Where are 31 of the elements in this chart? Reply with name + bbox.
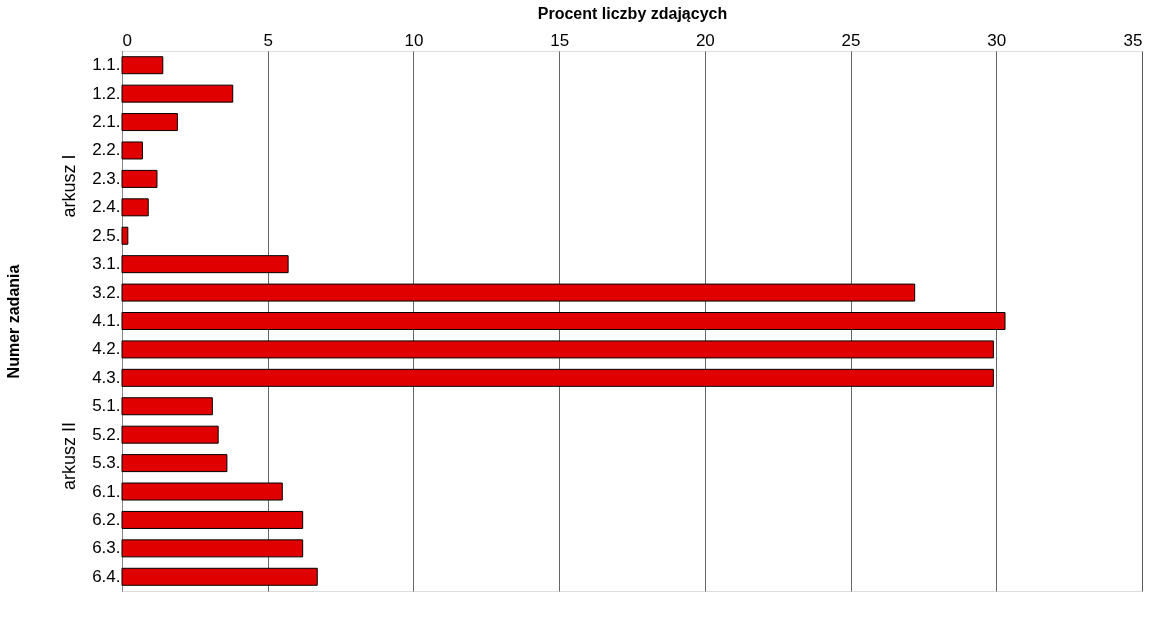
y-tick-label: 6.3. bbox=[92, 538, 121, 558]
y-tick-label: 6.1. bbox=[92, 481, 121, 501]
y-tick-label: 1.2. bbox=[92, 83, 121, 103]
y-tick-label: 6.4. bbox=[92, 566, 121, 586]
y-tick-label: 3.1. bbox=[92, 254, 121, 274]
y-tick-label: 4.3. bbox=[92, 367, 121, 387]
y-tick-label: 5.1. bbox=[92, 396, 121, 416]
x-axis-title: Procent liczby zdających bbox=[537, 4, 728, 22]
y-tick-label: 2.1. bbox=[92, 112, 121, 132]
y-tick-label: 1.1. bbox=[92, 55, 121, 75]
y-tick-label: 4.1. bbox=[92, 311, 121, 330]
y-tick-label: 2.2. bbox=[92, 140, 121, 160]
x-tick-label: 15 bbox=[550, 30, 570, 50]
x-tick-label: 30 bbox=[987, 30, 1007, 50]
x-tick-label: 20 bbox=[695, 30, 715, 50]
y-tick-label: 4.2. bbox=[92, 339, 121, 359]
y-tick-label: 2.5. bbox=[92, 225, 121, 245]
x-tick-label: 5 bbox=[263, 30, 273, 50]
x-tick-label: 10 bbox=[404, 30, 424, 50]
y-tick-label: 2.3. bbox=[92, 168, 121, 188]
y-tick-label: 2.4. bbox=[92, 197, 121, 217]
y-axis-title: Numer zadania bbox=[5, 264, 23, 379]
x-tick-label: 35 bbox=[1123, 30, 1143, 50]
y-tick-label: 6.2. bbox=[92, 509, 121, 529]
text: arkusz II bbox=[59, 421, 79, 491]
x-tick-label: 0 bbox=[122, 30, 132, 50]
y-tick-label: 5.3. bbox=[92, 453, 121, 473]
y-tick-label: 3.2. bbox=[92, 282, 121, 302]
y-tick-label: 5.2. bbox=[92, 424, 121, 444]
x-tick-label: 25 bbox=[841, 30, 861, 50]
text: arkusz I bbox=[59, 154, 79, 218]
